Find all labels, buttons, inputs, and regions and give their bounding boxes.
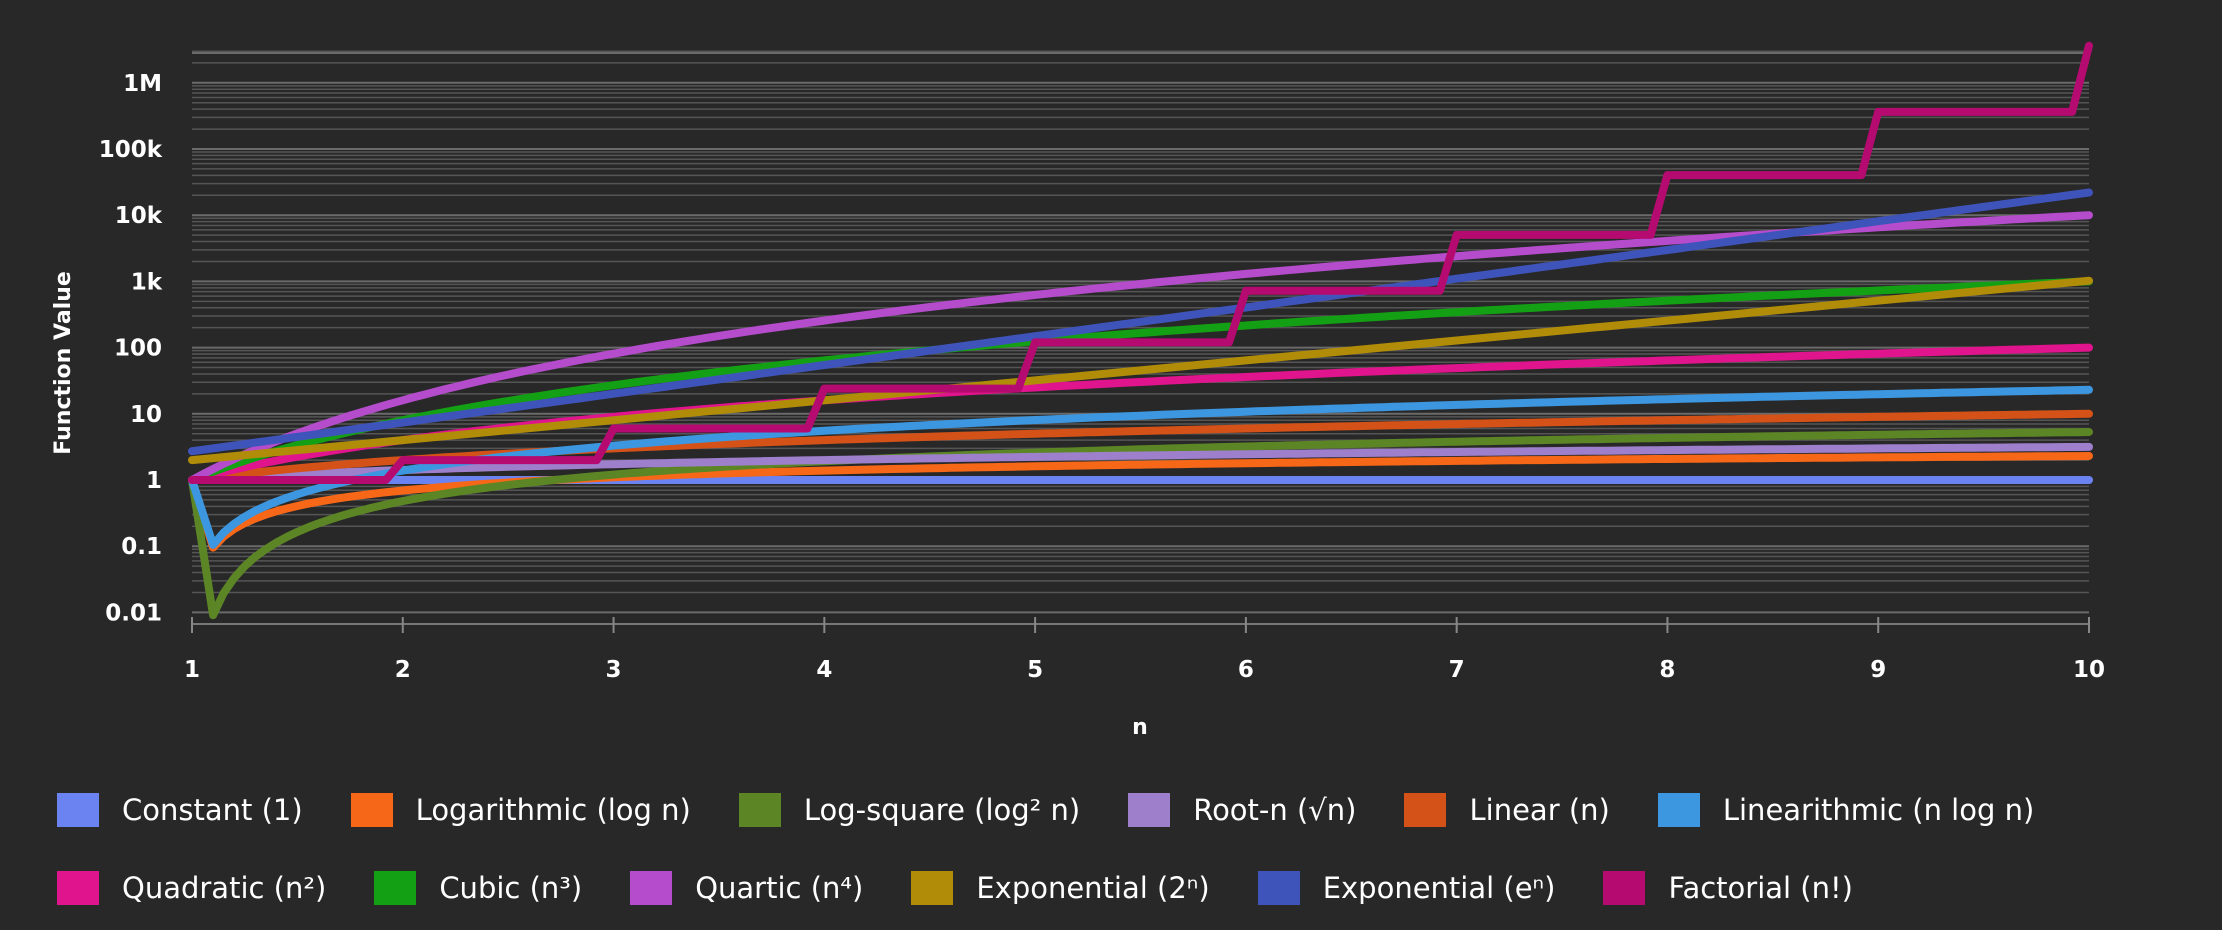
series-line (188, 188, 2093, 456)
legend-item[interactable]: Logarithmic (log n) (350, 793, 691, 827)
x-tick-label: 6 (1238, 657, 1254, 683)
series-line (188, 276, 2093, 465)
legend-item[interactable]: Cubic (n³) (374, 871, 582, 905)
legend-label: Logarithmic (log n) (415, 793, 691, 827)
legend-swatch (374, 871, 417, 905)
x-tick-label: 7 (1449, 657, 1465, 683)
legend-swatch (1603, 871, 1646, 905)
legend: Constant (1) Logarithmic (log n) Log-squar… (57, 771, 2197, 927)
legend-label: Factorial (n!) (1668, 871, 1853, 905)
y-axis-title: Function Value (51, 271, 76, 455)
x-tick-label: 4 (816, 657, 832, 683)
legend-swatch (1128, 793, 1171, 827)
legend-item[interactable]: Exponential (2ⁿ) (911, 871, 1210, 905)
y-tick-label: 1 (146, 468, 162, 494)
legend-label: Log-square (log² n) (803, 793, 1081, 827)
legend-label: Exponential (2ⁿ) (976, 871, 1210, 905)
legend-row: Constant (1) Logarithmic (log n) Log-squar… (57, 771, 2197, 849)
x-tick-label: 10 (2073, 657, 2105, 683)
series-line (188, 385, 2093, 549)
y-tick-label: 0.1 (121, 534, 162, 560)
legend-label: Quartic (n⁴) (695, 871, 864, 905)
legend-label: Linearithmic (n log n) (1722, 793, 2035, 827)
x-axis-title: n (1132, 715, 1148, 740)
y-tick-label: 1k (131, 269, 163, 295)
legend-item[interactable]: Constant (1) (57, 793, 303, 827)
grid (192, 50, 2089, 625)
x-tick-label: 3 (606, 657, 622, 683)
series-line (188, 41, 2093, 484)
legend-item[interactable]: Linear (n) (1404, 793, 1610, 827)
legend-label: Constant (1) (122, 793, 303, 827)
x-tick-label: 1 (184, 657, 200, 683)
legend-label: Linear (n) (1469, 793, 1610, 827)
legend-item[interactable]: Factorial (n!) (1603, 871, 1853, 905)
plot-area (188, 41, 2093, 620)
series-line (188, 442, 2093, 484)
y-tick-label: 1M (123, 71, 162, 97)
legend-item[interactable]: Quadratic (n²) (57, 871, 326, 905)
legend-swatch (630, 871, 673, 905)
legend-swatch (57, 793, 99, 827)
y-tick-label: 10 (130, 402, 162, 428)
legend-swatch (1404, 793, 1447, 827)
x-tick-label: 5 (1027, 657, 1043, 683)
legend-swatch (350, 793, 393, 827)
legend-swatch (57, 871, 99, 905)
x-tick-label: 9 (1870, 657, 1886, 683)
y-tick-label: 100k (99, 137, 163, 163)
y-tick-label: 0.01 (105, 600, 162, 626)
x-tick-label: 2 (395, 657, 411, 683)
legend-label: Cubic (n³) (439, 871, 583, 905)
legend-label: Exponential (eⁿ) (1322, 871, 1556, 905)
x-tick-label: 8 (1659, 657, 1675, 683)
legend-item[interactable]: Exponential (eⁿ) (1257, 871, 1556, 905)
chart: 0.01 0.1 1 10 100 1k 10k 100k 1M 1 2 3 4 5 6 7 8 9 10 n F… (51, 41, 2105, 740)
legend-swatch (911, 871, 954, 905)
x-axis: 1 2 3 4 5 6 7 8 9 10 (184, 617, 2105, 683)
legend-swatch (738, 793, 781, 827)
y-tick-label: 100 (114, 336, 162, 362)
legend-item[interactable]: Quartic (n⁴) (630, 871, 863, 905)
series-line (188, 428, 2093, 620)
legend-label: Root-n (√n) (1193, 793, 1357, 827)
legend-item[interactable]: Root-n (√n) (1128, 793, 1356, 827)
legend-row: Quadratic (n²) Cubic (n³) Quartic (n⁴) Expo… (57, 849, 2197, 927)
y-axis: 0.01 0.1 1 10 100 1k 10k 100k 1M (99, 71, 163, 627)
legend-item[interactable]: Log-square (log² n) (738, 793, 1081, 827)
y-tick-label: 10k (115, 203, 163, 229)
legend-swatch (1657, 793, 1700, 827)
legend-item[interactable]: Linearithmic (n log n) (1657, 793, 2035, 827)
series-line (188, 277, 2093, 484)
legend-swatch (1257, 871, 1300, 905)
legend-label: Quadratic (n²) (122, 871, 327, 905)
